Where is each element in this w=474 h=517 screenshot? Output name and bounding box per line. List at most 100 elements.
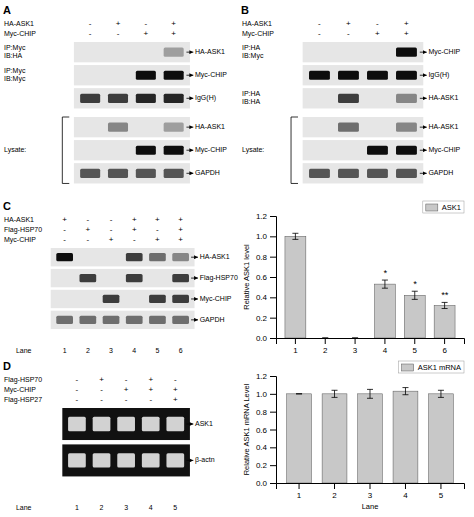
gel-lane [303, 42, 424, 62]
y-tick: 0.0 [256, 479, 276, 488]
error-bar [442, 302, 448, 308]
condition-value: - [89, 29, 92, 38]
gel-lane [303, 117, 424, 137]
error-bar [412, 291, 418, 299]
y-tick: 0.2 [256, 314, 276, 323]
significance: ** [441, 290, 449, 300]
panel-title: C [3, 200, 11, 212]
row-label: HA-ASK1 [195, 48, 225, 55]
gel-lane [303, 65, 424, 85]
condition-value: - [87, 235, 90, 244]
arrow [186, 75, 193, 76]
row-label: Myc-CHIP [428, 146, 460, 154]
band [93, 453, 111, 467]
tick-mark [270, 376, 276, 377]
condition-value: + [171, 29, 176, 38]
x-axis-title: Lane [362, 502, 379, 511]
band [172, 295, 189, 303]
tick-label: 1.2 [256, 212, 268, 221]
bands [303, 42, 424, 183]
row-label: β-actn [195, 456, 215, 464]
condition-value: - [63, 225, 66, 234]
x-tick: 4 [403, 483, 408, 500]
gel-lane [51, 290, 195, 308]
tick-label: 0.6 [256, 273, 268, 282]
arrow [191, 298, 198, 299]
band [126, 274, 143, 282]
row-left-label: IP:HAIB:Myc [242, 44, 264, 60]
tick-mark [270, 394, 276, 395]
tick-mark [270, 338, 276, 339]
x-tick: 3 [353, 338, 358, 355]
y-axis: 0.00.20.40.60.81.01.2 [256, 212, 277, 343]
band [164, 94, 184, 103]
x-tick: 6 [442, 338, 447, 355]
gel-lane [74, 140, 190, 160]
x-axis: 123456 [277, 338, 465, 355]
tick-label: 0.2 [256, 461, 268, 470]
condition-value: - [149, 395, 152, 404]
x-tick: 5 [439, 483, 444, 500]
condition-value: - [100, 395, 103, 404]
blot-panel: CHA-ASK1+--+++Flag-HSP70-+-+-+Myc-CHIP--… [3, 200, 238, 354]
y-tick: 0.4 [256, 293, 276, 302]
gel-lane [51, 248, 195, 266]
y-tick: 1.2 [256, 212, 276, 221]
band [164, 169, 184, 178]
blot-panel: BHA-ASK1-+-+Myc-CHIP--++Myc-CHIPIP:HAIB:… [241, 4, 461, 183]
tick-mark [270, 216, 276, 217]
tick-label: 1 [293, 346, 298, 355]
row-label: Myc-CHIP [195, 71, 227, 79]
legend-swatch [402, 364, 414, 371]
axis-line [270, 217, 277, 339]
legend-label: ASK1 [442, 203, 461, 212]
error-bar [332, 390, 338, 397]
bands [74, 42, 190, 183]
tick-mark [270, 297, 276, 298]
bar-chart: 0.00.20.40.60.81.01.212345Relative ASK1 … [242, 361, 465, 511]
lane-label: 5 [155, 347, 159, 354]
label-line: IB:HA [242, 98, 261, 105]
condition-value: - [110, 225, 113, 234]
lane-label: 1 [63, 347, 67, 354]
band [142, 453, 160, 467]
tick-mark [334, 483, 335, 489]
tick-label: 1.2 [256, 372, 268, 381]
bar [345, 338, 366, 339]
arrow [186, 424, 193, 425]
band [117, 417, 135, 431]
condition-label: Flag-HSP70 [4, 226, 42, 234]
tick-mark [270, 257, 276, 258]
x-tick: 1 [297, 483, 302, 500]
panel-title: B [241, 4, 249, 16]
group-label: Lysate: [4, 146, 26, 154]
tick-label: 5 [439, 491, 444, 500]
tick-mark [355, 338, 356, 344]
tick-mark [440, 483, 441, 489]
condition-value: - [376, 19, 379, 28]
lane-label: 4 [149, 504, 153, 511]
band [108, 169, 128, 178]
y-axis-title: Relative ASK1 mRNA Level [242, 383, 251, 475]
tick-label: 0.8 [256, 253, 268, 262]
error-bar [367, 389, 373, 398]
arrow [186, 173, 193, 174]
x-tick: 2 [332, 483, 337, 500]
legend-frame [423, 201, 464, 213]
row-label: GAPDH [195, 169, 220, 176]
band [309, 71, 330, 80]
lane-label: 2 [100, 504, 104, 511]
condition-value: - [125, 375, 128, 384]
legend: ASK1 mRNA [399, 361, 464, 373]
tick-label: 1.0 [256, 390, 268, 399]
condition-label: Flag-HSP70 [4, 376, 42, 384]
arrow [186, 98, 193, 99]
condition-value: + [148, 375, 153, 384]
x-axis: 12345 [277, 483, 465, 500]
band [396, 94, 417, 103]
label-line: IP:HA [242, 90, 261, 97]
tick-mark [325, 338, 326, 344]
condition-value: + [404, 19, 409, 28]
condition-value: - [318, 19, 321, 28]
row-label: GAPDH [428, 169, 453, 176]
